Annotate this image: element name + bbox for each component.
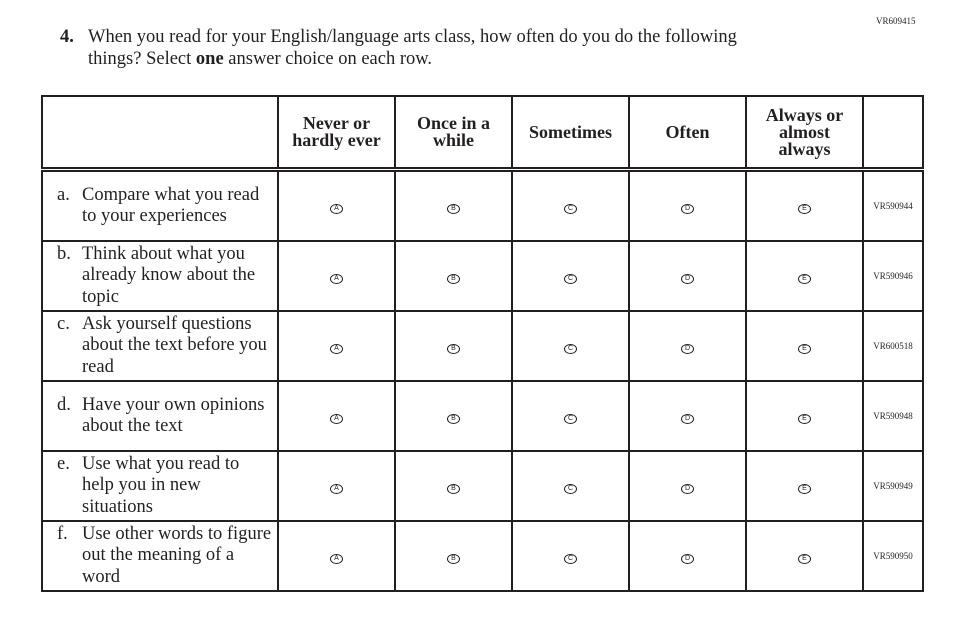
answer-cell[interactable]: D [628,168,747,242]
answer-cell[interactable]: A [277,168,396,242]
answer-cell[interactable]: D [628,450,747,522]
header-blank [862,95,924,172]
answer-bubble-c[interactable]: C [564,554,577,564]
table-row: a. Compare what you read to your experien… [41,168,924,242]
row-code: VR590946 [862,240,924,312]
answer-bubble-c[interactable]: C [564,344,577,354]
answer-cell[interactable]: A [277,520,396,592]
answer-cell[interactable]: A [277,310,396,382]
answer-grid: Never or hardly ever Once in a while Som… [41,95,924,592]
answer-cell[interactable]: B [394,380,513,452]
answer-cell[interactable]: B [394,310,513,382]
row-label: e. Use what you read to help you in new s… [41,450,279,522]
answer-cell[interactable]: B [394,240,513,312]
answer-bubble-e[interactable]: E [798,274,811,284]
answer-cell[interactable]: C [511,310,630,382]
row-code: VR590949 [862,450,924,522]
answer-bubble-b[interactable]: B [447,414,460,424]
answer-cell[interactable]: B [394,450,513,522]
answer-bubble-e[interactable]: E [798,344,811,354]
row-code: VR590950 [862,520,924,592]
column-header: Always or almost always [745,95,864,172]
answer-bubble-b[interactable]: B [447,274,460,284]
answer-cell[interactable]: C [511,520,630,592]
answer-bubble-a[interactable]: A [330,204,343,214]
table-row: b. Think about what you already know abou… [41,240,924,312]
answer-cell[interactable]: D [628,310,747,382]
answer-bubble-e[interactable]: E [798,414,811,424]
answer-cell[interactable]: C [511,168,630,242]
answer-bubble-b[interactable]: B [447,554,460,564]
answer-bubble-a[interactable]: A [330,484,343,494]
header-blank [41,95,279,172]
answer-bubble-d[interactable]: D [681,414,694,424]
column-header: Sometimes [511,95,630,172]
answer-bubble-e[interactable]: E [798,554,811,564]
column-header: Never or hardly ever [277,95,396,172]
column-header: Often [628,95,747,172]
table-row: e. Use what you read to help you in new s… [41,450,924,522]
answer-cell[interactable]: A [277,450,396,522]
answer-cell[interactable]: C [511,240,630,312]
row-code: VR600518 [862,310,924,382]
answer-bubble-d[interactable]: D [681,344,694,354]
answer-cell[interactable]: B [394,520,513,592]
answer-bubble-c[interactable]: C [564,414,577,424]
row-label: d. Have your own opinions about the text [41,380,279,452]
row-code: VR590948 [862,380,924,452]
answer-cell[interactable]: D [628,240,747,312]
question-line2: things? Select [88,49,196,69]
answer-bubble-d[interactable]: D [681,274,694,284]
answer-cell[interactable]: B [394,168,513,242]
answer-cell[interactable]: E [745,168,864,242]
emphasis-one: one [195,49,224,69]
column-header: Once in a while [394,95,513,172]
answer-bubble-c[interactable]: C [564,274,577,284]
question-text: 4. When you read for your English/languag… [60,26,860,70]
answer-bubble-e[interactable]: E [798,204,811,214]
answer-cell[interactable]: A [277,380,396,452]
question-number: 4. [60,27,74,47]
answer-cell[interactable]: E [745,450,864,522]
answer-bubble-c[interactable]: C [564,484,577,494]
answer-bubble-a[interactable]: A [330,414,343,424]
row-code: VR590944 [862,168,924,242]
table-row: d. Have your own opinions about the text A… [41,380,924,452]
question-line1: When you read for your English/language … [88,27,737,47]
answer-bubble-b[interactable]: B [447,344,460,354]
row-label: c. Ask yourself questions about the text … [41,310,279,382]
answer-cell[interactable]: A [277,240,396,312]
answer-bubble-d[interactable]: D [681,554,694,564]
answer-cell[interactable]: C [511,380,630,452]
answer-bubble-d[interactable]: D [681,204,694,214]
row-label: b. Think about what you already know abou… [41,240,279,312]
item-code: VR609415 [876,16,916,26]
row-label: f. Use other words to figure out the mean… [41,520,279,592]
answer-bubble-b[interactable]: B [447,484,460,494]
answer-bubble-c[interactable]: C [564,204,577,214]
answer-bubble-a[interactable]: A [330,344,343,354]
answer-bubble-a[interactable]: A [330,274,343,284]
answer-bubble-e[interactable]: E [798,484,811,494]
row-label: a. Compare what you read to your experien… [41,168,279,242]
answer-cell[interactable]: D [628,380,747,452]
answer-bubble-d[interactable]: D [681,484,694,494]
answer-cell[interactable]: E [745,310,864,382]
question-line2-end: answer choice on each row. [223,49,433,69]
answer-cell[interactable]: D [628,520,747,592]
answer-cell[interactable]: E [745,520,864,592]
answer-cell[interactable]: C [511,450,630,522]
answer-bubble-b[interactable]: B [447,204,460,214]
answer-cell[interactable]: E [745,240,864,312]
answer-bubble-a[interactable]: A [330,554,343,564]
table-row: f. Use other words to figure out the mean… [41,520,924,592]
answer-cell[interactable]: E [745,380,864,452]
table-row: c. Ask yourself questions about the text … [41,310,924,382]
